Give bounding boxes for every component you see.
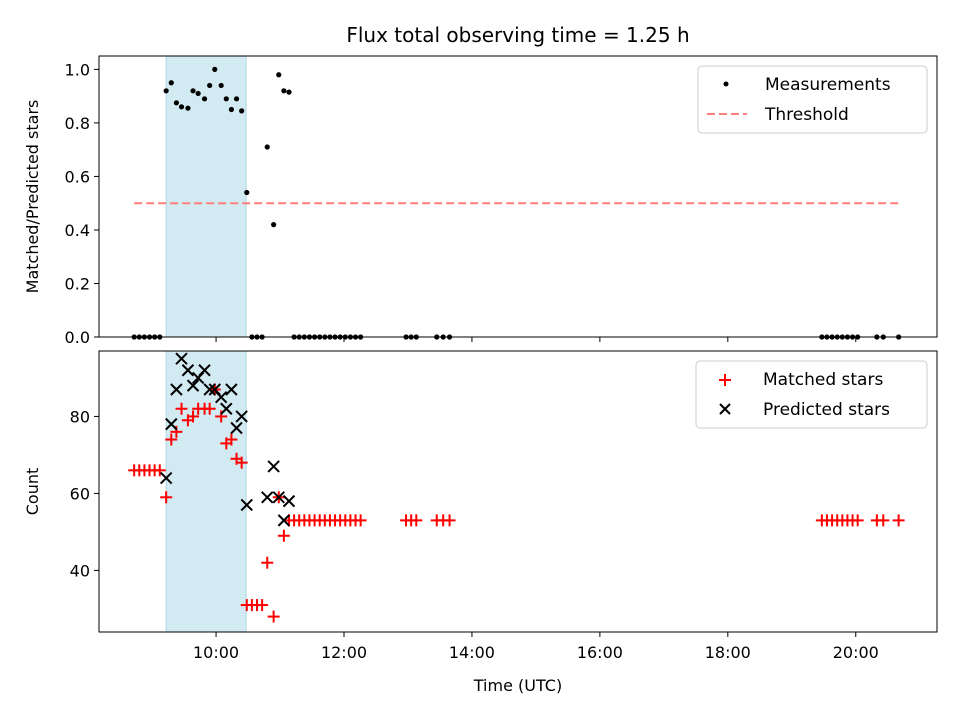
- predicted-star-point: [165, 417, 178, 431]
- matched-star-point: [203, 402, 216, 415]
- matched-star-point: [354, 514, 367, 527]
- predicted-star-point: [261, 491, 274, 504]
- matched-star-point: [261, 556, 274, 569]
- bottom-legend: Matched stars Predicted stars: [695, 360, 928, 429]
- predicted-star-point: [267, 460, 280, 473]
- measurement-point: [163, 88, 169, 94]
- bottom-legend-box: [695, 360, 928, 429]
- measurement-point: [286, 89, 292, 95]
- y-tick-label: 40: [70, 561, 90, 580]
- predicted-star-point: [240, 498, 253, 512]
- measurement-point: [264, 144, 270, 150]
- matched-star-point: [175, 402, 188, 415]
- measurement-point: [276, 72, 282, 78]
- predicted-star-point: [282, 494, 296, 508]
- legend-predicted-label: Predicted stars: [763, 400, 890, 420]
- matched-star-point: [267, 610, 280, 623]
- predicted-star-point: [181, 364, 195, 377]
- measurement-point: [207, 82, 213, 89]
- matched-star-point: [235, 456, 248, 469]
- matched-star-point: [225, 433, 238, 446]
- measurement-point: [281, 88, 287, 94]
- matched-star-point: [215, 410, 228, 423]
- predicted-star-point: [159, 471, 173, 485]
- predicted-star-point: [175, 352, 188, 365]
- x-tick-label: 16:00: [577, 643, 623, 662]
- measurement-point: [168, 80, 174, 86]
- y-tick-label: 0.2: [65, 274, 90, 293]
- matched-star-point: [153, 464, 166, 477]
- predicted-star-point: [186, 379, 200, 392]
- predicted-star-point: [225, 383, 238, 396]
- top-highlight-span: [165, 55, 247, 338]
- top-panel: 0.0 0.2 0.4 0.6 0.8 1.0 Matched/Predicted sta…: [23, 55, 938, 347]
- legend-predicted-marker: [719, 403, 731, 415]
- measurement-point: [218, 82, 224, 89]
- predicted-star-point: [198, 364, 211, 377]
- measurement-point: [212, 66, 218, 72]
- y-tick-label: 0.8: [65, 114, 90, 133]
- matched-star-point: [160, 491, 173, 504]
- predicted-star-point: [277, 514, 291, 527]
- x-tick-label: 10:00: [193, 643, 239, 662]
- matched-star-point: [170, 425, 183, 438]
- x-tick-label: 14:00: [449, 643, 495, 662]
- y-tick-label: 0.6: [65, 167, 90, 186]
- bottom-y-axis-label: Count: [23, 468, 42, 516]
- measurement-point: [223, 96, 229, 102]
- predicted-star-point: [170, 383, 183, 396]
- matched-star-point: [410, 514, 423, 527]
- y-tick-label: 60: [70, 484, 90, 503]
- predicted-star-point: [203, 383, 216, 396]
- bottom-ticks: 40 60 80 10:00 12:00 14:00 16:00 18:00 20:00: [70, 407, 879, 662]
- matched-star-point: [892, 514, 905, 527]
- chart-title: Flux total observing time = 1.25 h: [346, 23, 689, 47]
- top-ticks: 0.0 0.2 0.4 0.6 0.8 1.0: [65, 60, 857, 347]
- measurement-point: [271, 222, 277, 228]
- y-tick-label: 0.0: [65, 328, 90, 347]
- top-legend: Measurements Threshold: [697, 65, 928, 134]
- matched-star-point: [165, 433, 178, 446]
- legend-measurements-label: Measurements: [765, 75, 891, 95]
- top-y-axis-label: Matched/Predicted stars: [23, 100, 42, 294]
- bottom-marks: [128, 352, 905, 623]
- y-tick-label: 0.4: [65, 221, 90, 240]
- matched-star-point: [277, 529, 290, 542]
- legend-matched-label: Matched stars: [763, 370, 883, 390]
- x-axis-label: Time (UTC): [473, 676, 562, 695]
- predicted-star-point: [230, 421, 243, 435]
- legend-matched-marker: [719, 374, 731, 386]
- measurement-point: [244, 189, 250, 196]
- measurement-point: [195, 90, 201, 97]
- legend-measurements-marker: [723, 81, 729, 87]
- matched-star-point: [443, 514, 456, 527]
- matched-star-point: [877, 514, 890, 527]
- bottom-panel: 40 60 80 10:00 12:00 14:00 16:00 18:00 20:00 Cou…: [23, 350, 938, 662]
- legend-threshold-label: Threshold: [764, 105, 849, 125]
- bottom-axes-frame: [98, 350, 938, 633]
- matched-star-point: [851, 514, 864, 527]
- measurement-point: [228, 106, 235, 113]
- measurement-point: [185, 105, 191, 111]
- measurement-point: [201, 96, 208, 102]
- measurement-point: [239, 108, 245, 114]
- x-tick-label: 20:00: [833, 643, 879, 662]
- predicted-star-point: [272, 491, 285, 504]
- predicted-star-point: [220, 402, 233, 415]
- predicted-star-point: [214, 390, 228, 404]
- top-axes-frame: [98, 55, 938, 338]
- y-tick-label: 80: [70, 407, 90, 426]
- measurement-point: [173, 100, 180, 106]
- measurement-point: [190, 88, 196, 94]
- matched-star-point: [187, 410, 200, 423]
- x-tick-label: 12:00: [321, 643, 367, 662]
- top-legend-box: [697, 65, 928, 134]
- measurement-point: [178, 104, 185, 110]
- matched-star-point: [256, 599, 269, 612]
- predicted-star-point: [235, 410, 248, 423]
- measurement-point: [233, 96, 240, 102]
- y-tick-label: 1.0: [65, 60, 90, 79]
- x-tick-label: 18:00: [705, 643, 751, 662]
